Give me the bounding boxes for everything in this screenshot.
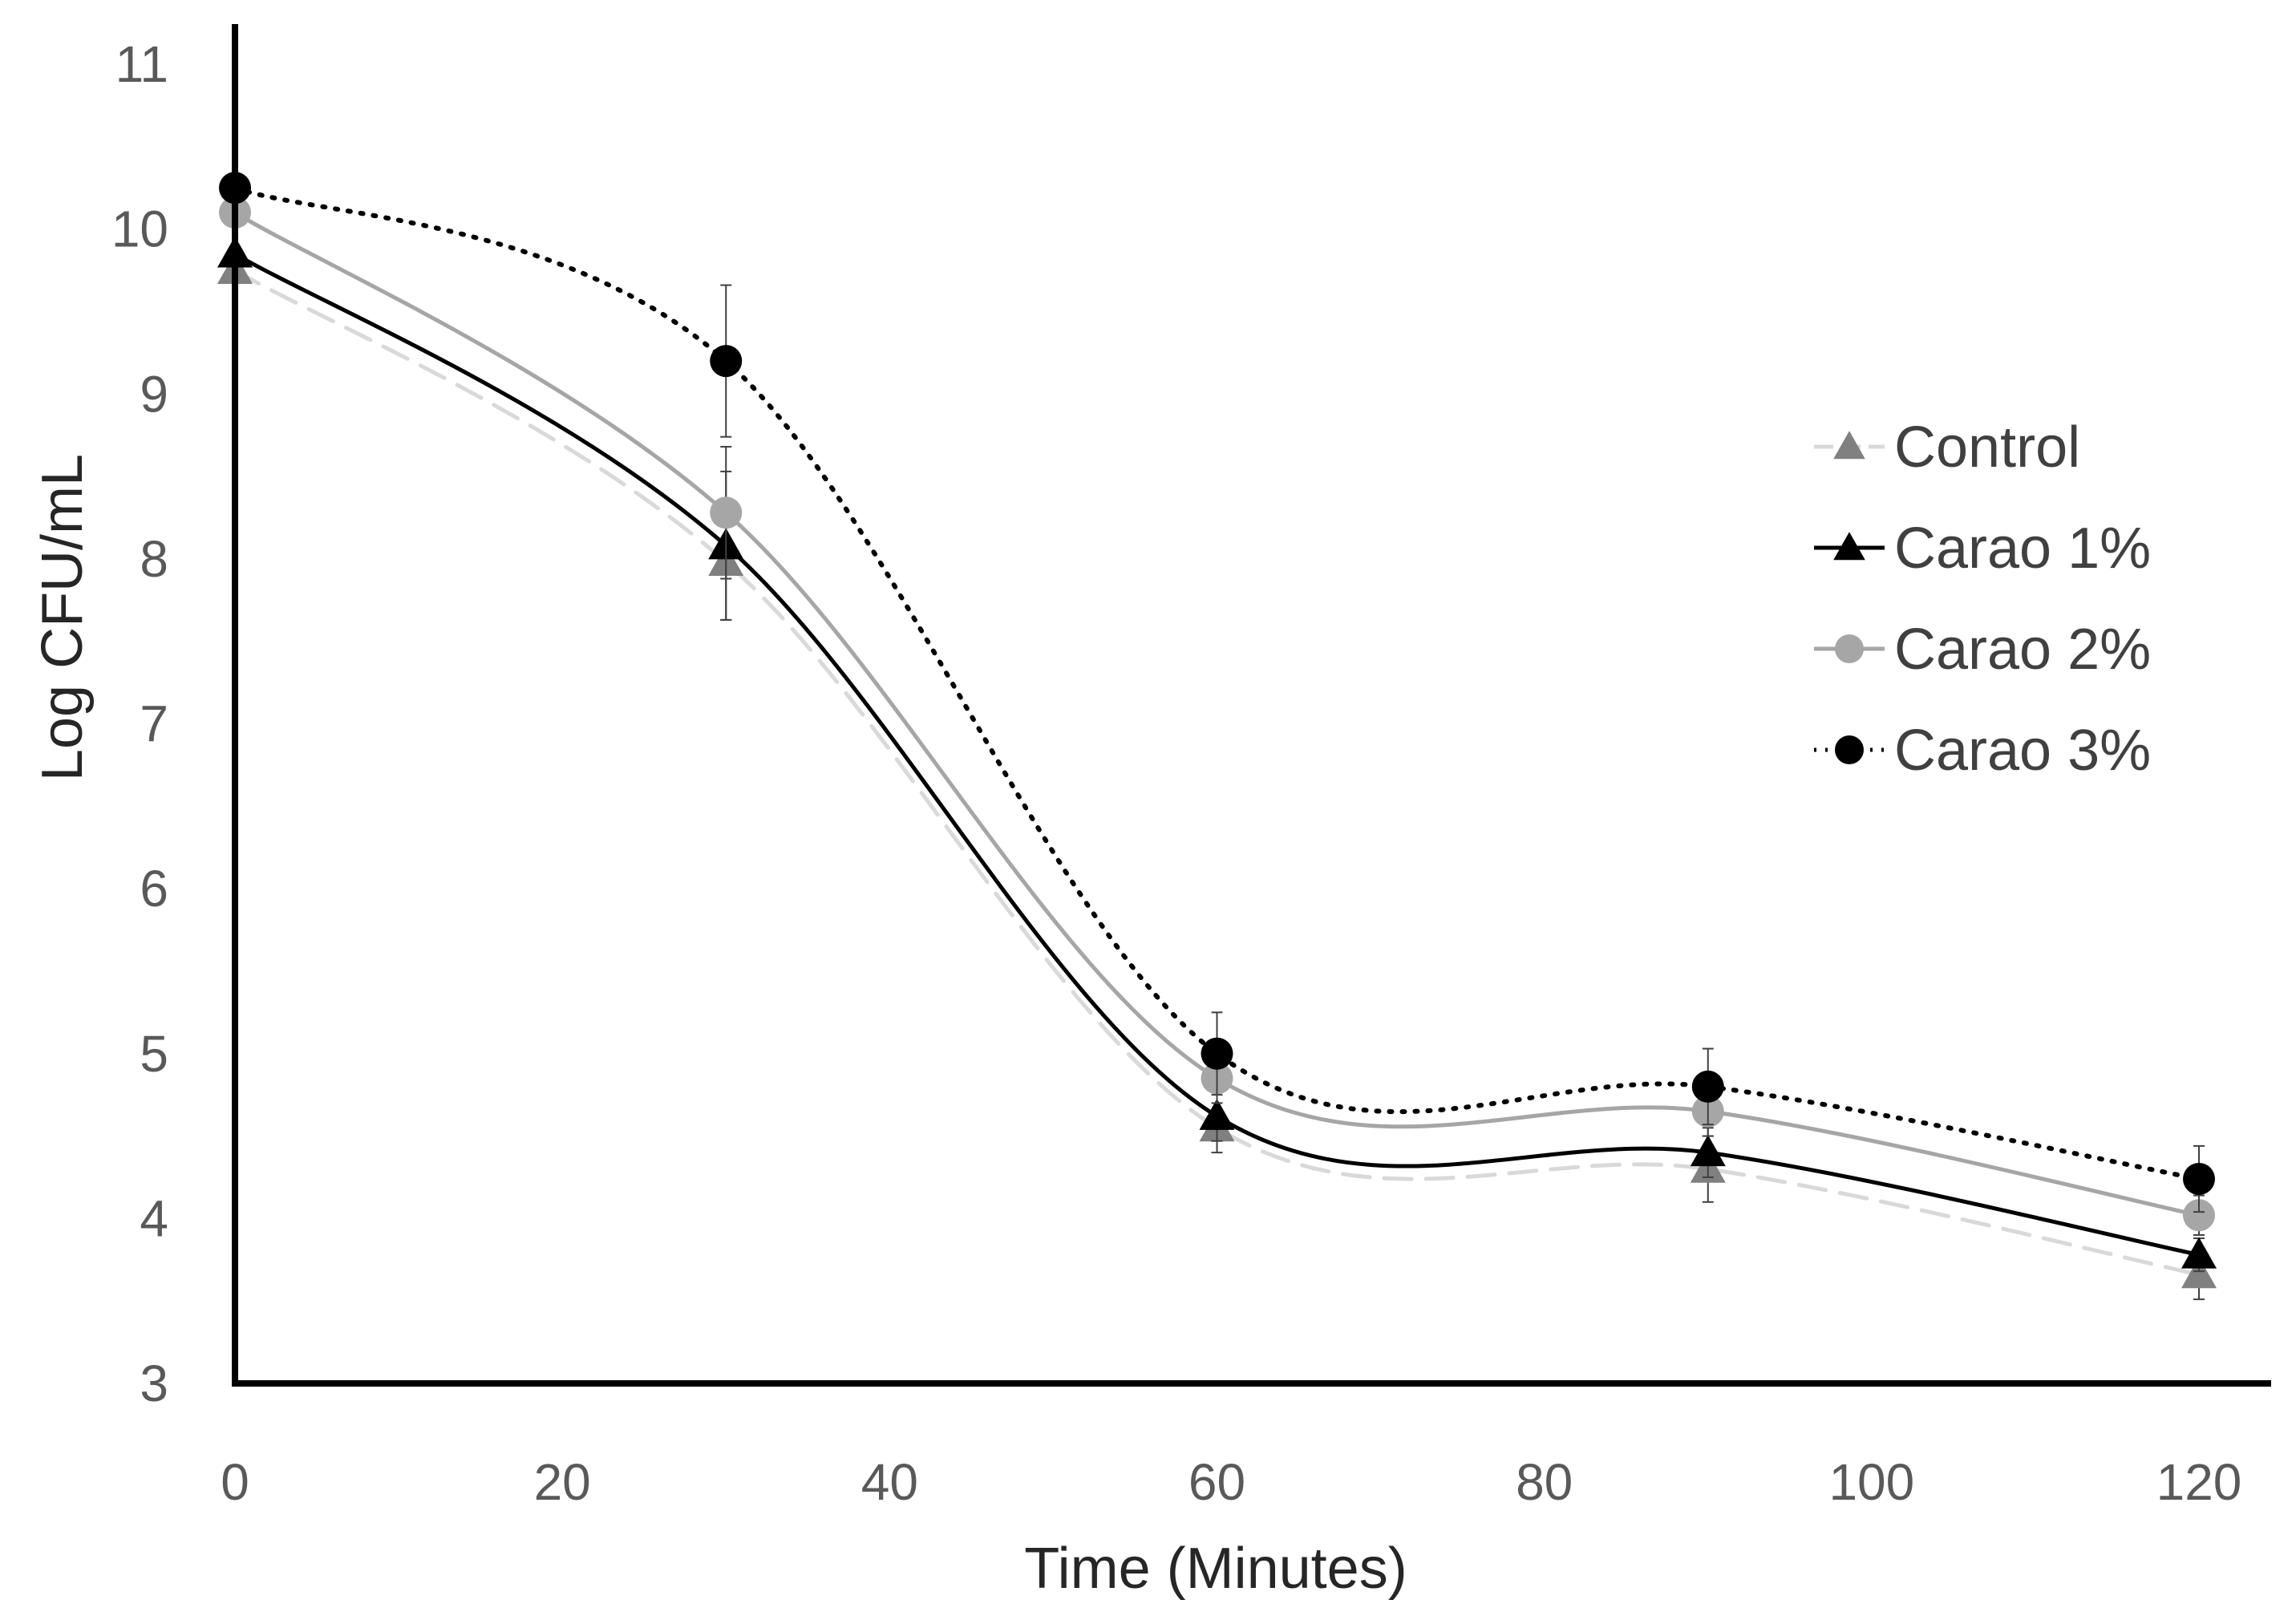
- y-tick-label: 8: [140, 530, 168, 588]
- y-tick-label: 3: [140, 1355, 168, 1412]
- data-point: [1691, 1070, 1724, 1103]
- y-tick-label: 9: [140, 365, 168, 423]
- data-point: [2183, 1163, 2215, 1196]
- x-tick-label: 40: [861, 1453, 918, 1511]
- data-point: [710, 496, 743, 529]
- series-line: [233, 185, 2201, 1182]
- legend-marker: [1833, 431, 1865, 460]
- y-tick-label: 7: [140, 695, 168, 753]
- series-line: [233, 210, 2201, 1217]
- legend-label: Carao 2%: [1894, 618, 2151, 682]
- x-tick-label: 60: [1188, 1453, 1245, 1511]
- data-point: [2181, 1237, 2217, 1269]
- data-point: [1199, 1098, 1235, 1130]
- axes-layer: [232, 24, 2271, 1387]
- x-tick-label: 20: [534, 1453, 591, 1511]
- data-point: [2183, 1199, 2215, 1232]
- y-tick-label: 4: [140, 1189, 168, 1247]
- legend-item-carao-1: Carao 1%: [1814, 516, 2151, 581]
- series-line: [233, 251, 2201, 1258]
- x-tick-label: 0: [221, 1453, 249, 1511]
- data-point: [710, 345, 743, 378]
- y-tick-label: 10: [111, 200, 168, 258]
- legend-label: Control: [1894, 415, 2080, 480]
- y-tick-label: 6: [140, 860, 168, 917]
- legend-marker: [1833, 532, 1865, 561]
- legend-item-control: Control: [1814, 415, 2080, 480]
- data-point: [1690, 1135, 1726, 1167]
- data-point: [2181, 1257, 2217, 1289]
- legend-label: Carao 3%: [1894, 719, 2151, 783]
- legend-marker: [1835, 634, 1864, 663]
- y-axis-title: Log CFU/mL: [30, 454, 95, 781]
- x-axis-title: Time (Minutes): [1024, 1537, 1407, 1601]
- legend-item-carao-3: Carao 3%: [1814, 719, 2151, 783]
- x-tick-label: 120: [2156, 1453, 2242, 1511]
- y-tick-label: 11: [115, 35, 168, 93]
- x-tick-label: 100: [1828, 1453, 1914, 1511]
- legend-marker: [1835, 735, 1864, 764]
- series-carao-3: [219, 172, 2215, 1213]
- x-tick-label: 80: [1516, 1453, 1573, 1511]
- legend: Control Carao 1% Carao 2% Carao 3%: [1814, 415, 2151, 783]
- y-tick-label: 5: [140, 1025, 168, 1083]
- series-line: [233, 268, 2201, 1277]
- tick-labels: 0 20 40 60 80 100 120 3 4 5 6 7 8 9 10 11: [111, 35, 2242, 1511]
- legend-label: Carao 1%: [1894, 516, 2151, 581]
- data-point: [1201, 1037, 1233, 1070]
- legend-item-carao-2: Carao 2%: [1814, 618, 2151, 682]
